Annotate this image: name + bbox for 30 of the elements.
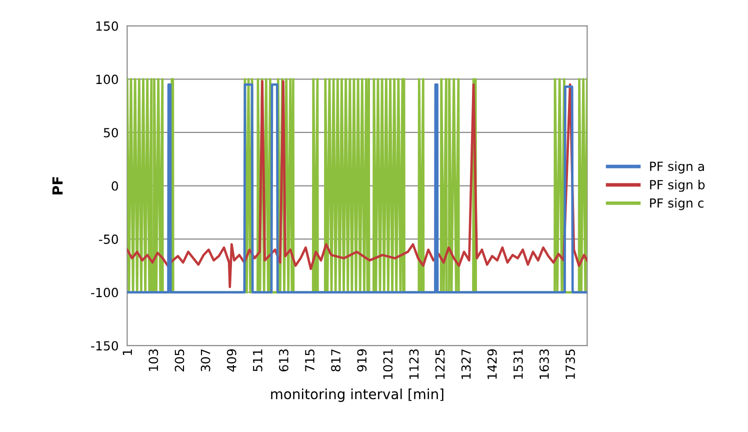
x-tick-label: 1225	[435, 349, 445, 379]
x-tick-label: 307	[200, 349, 210, 372]
x-tick-label: 1735	[566, 349, 575, 379]
legend-label: PF sign c	[650, 198, 704, 210]
y-tick-label: 150	[96, 21, 118, 31]
y-tick-label: -100	[91, 288, 118, 298]
legend-label: PF sign a	[650, 161, 704, 174]
x-tick-label: 103	[148, 349, 158, 371]
y-tick-label: -50	[99, 234, 118, 244]
x-axis-title: monitoring interval [min]	[271, 388, 444, 402]
x-tick-label: 1021	[383, 350, 393, 379]
x-tick-label: 1633	[539, 349, 549, 379]
y-tick-label: 50	[104, 128, 118, 138]
x-tick-label: 1429	[487, 349, 497, 379]
x-tick-label: 1	[122, 350, 132, 355]
y-tick-label: 100	[96, 74, 118, 84]
x-tick-label: 817	[331, 349, 341, 372]
y-axis-title: PF	[52, 177, 63, 194]
y-tick-label: 0	[112, 181, 118, 191]
x-tick-label: 205	[174, 349, 184, 372]
x-tick-label: 715	[305, 349, 314, 372]
x-tick-label: 613	[278, 349, 288, 372]
x-tick-label: 1123	[409, 349, 419, 379]
x-tick-label: 919	[357, 349, 367, 372]
x-tick-label: 1531	[513, 350, 523, 379]
x-tick-label: 511	[253, 350, 262, 372]
x-tick-label: 409	[226, 349, 236, 372]
legend-label: PF sign b	[650, 180, 705, 192]
x-tick-label: 1327	[461, 349, 471, 379]
y-tick-label: -150	[91, 341, 118, 351]
